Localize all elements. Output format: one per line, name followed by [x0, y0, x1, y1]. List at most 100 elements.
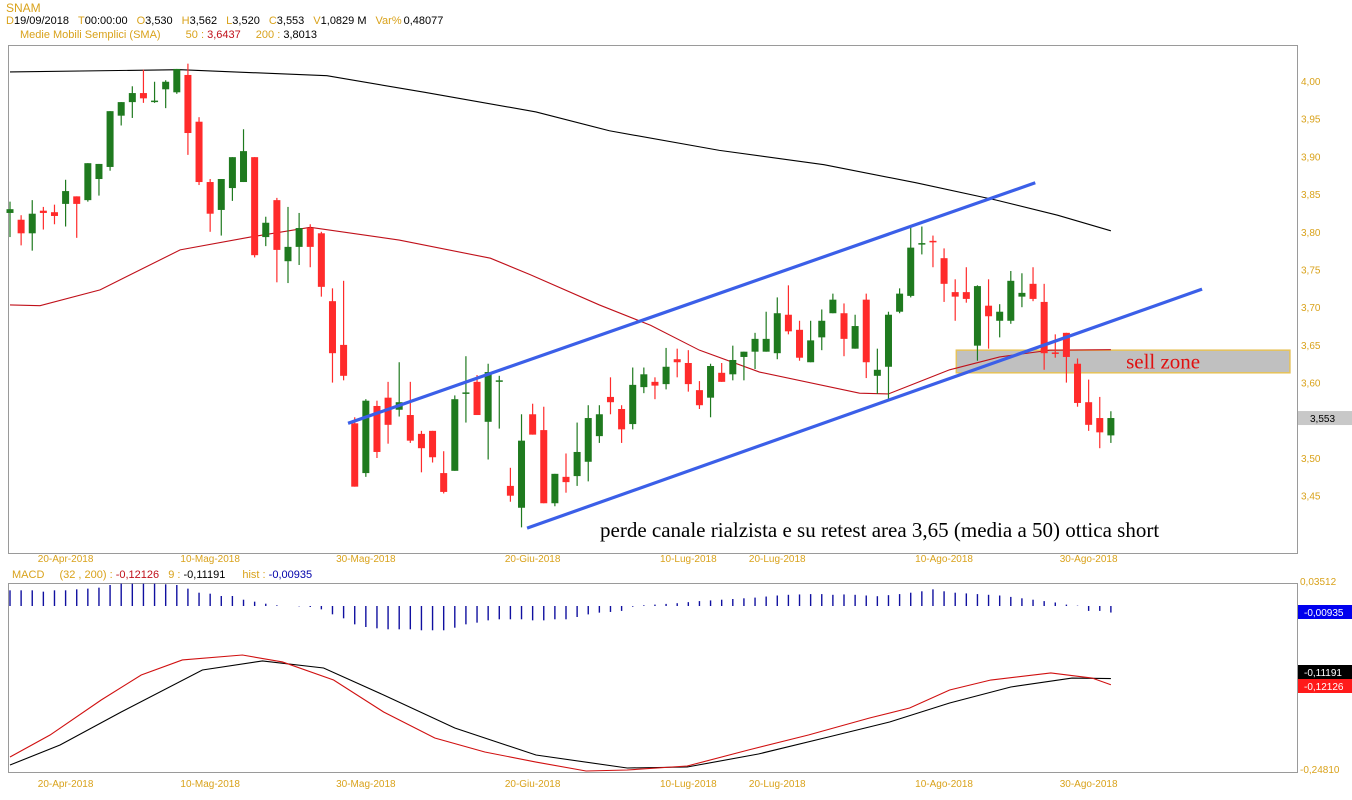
candle-down	[417, 433, 425, 449]
candle-up	[884, 314, 892, 367]
candle-down	[951, 292, 959, 297]
date-tick-label: 20-Apr-2018	[38, 554, 94, 565]
candle-down	[273, 200, 281, 250]
price-tick-label: 3,60	[1301, 379, 1321, 390]
date-tick-label: 10-Mag-2018	[180, 779, 240, 790]
price-tick-label: 3,75	[1301, 266, 1321, 277]
candle-down	[695, 390, 703, 406]
candle-down	[317, 233, 325, 287]
candle-down	[606, 396, 614, 403]
candle-down	[39, 210, 47, 213]
candle-down	[384, 397, 392, 425]
date-tick-label: 20-Giu-2018	[505, 779, 561, 790]
macd-badge-label: -0,11191	[1304, 668, 1342, 679]
date-tick-label: 20-Apr-2018	[38, 779, 94, 790]
candle-down	[940, 258, 948, 284]
macd-signal-line	[9, 660, 1111, 769]
candle-up	[495, 380, 503, 382]
candle-down	[1085, 402, 1093, 425]
candle-down	[50, 212, 58, 216]
candle-down	[796, 329, 804, 358]
candle-down	[73, 196, 81, 204]
field-label: L	[226, 15, 233, 27]
date-tick-label: 10-Mag-2018	[180, 554, 240, 565]
field-value: 19/09/2018	[13, 15, 70, 27]
date-tick-label: 30-Mag-2018	[336, 779, 396, 790]
date-tick-label: 20-Lug-2018	[749, 779, 806, 790]
date-tick-label: 30-Mag-2018	[336, 554, 396, 565]
candle-down	[562, 476, 570, 483]
sell-zone-box	[955, 349, 1291, 374]
candle-down	[1029, 283, 1037, 299]
ohlc-readout: D19/09/2018 T00:00:00 O3,530 H3,562 L3,520 C3…	[6, 15, 452, 27]
candle-up	[773, 313, 781, 354]
candle-down	[1051, 352, 1059, 354]
last-price-label: 3,553	[1310, 414, 1335, 425]
price-tick-label: 3,45	[1301, 492, 1321, 503]
candle-down	[340, 344, 348, 376]
candle-up	[128, 93, 136, 103]
candle-up	[451, 399, 459, 471]
lower-channel-trendline	[526, 287, 1203, 530]
candle-down	[618, 408, 626, 430]
candle-up	[1007, 280, 1015, 321]
hist-value: -0,00935	[268, 569, 313, 581]
date-tick-label: 20-Giu-2018	[505, 554, 561, 565]
sma-legend: Medie Mobili Semplici (SMA) 50 : 3,6437 …	[20, 29, 317, 41]
date-tick-label: 10-Ago-2018	[915, 779, 973, 790]
candle-up	[707, 366, 715, 398]
macd-tick-label: 0,03512	[1300, 577, 1337, 588]
sma200-value: 3,8013	[283, 29, 317, 41]
candle-up	[762, 338, 770, 352]
candle-up	[896, 293, 904, 312]
candle-up	[818, 320, 826, 338]
price-tick-label: 3,85	[1301, 190, 1321, 201]
candle-up	[973, 286, 981, 346]
sell-zone-label: sell zone	[1126, 349, 1200, 373]
sma50-label: 50 :	[185, 29, 205, 41]
candle-up	[362, 400, 370, 474]
candle-up	[751, 338, 759, 352]
candle-down	[440, 473, 448, 492]
price-tick-label: 3,65	[1301, 341, 1321, 352]
candle-up	[6, 209, 14, 213]
candle-up	[918, 243, 926, 245]
price-tick-label: 3,90	[1301, 152, 1321, 163]
signal-label: 9 :	[168, 569, 181, 581]
sma200-label: 200 :	[255, 29, 281, 41]
candle-up	[740, 351, 748, 357]
upper-channel-trendline	[347, 181, 1036, 425]
candle-down	[251, 157, 259, 256]
macd-line	[9, 654, 1112, 772]
candle-up	[551, 473, 559, 504]
candle-down	[840, 313, 848, 339]
candle-up	[95, 163, 103, 180]
price-tick-label: 3,70	[1301, 303, 1321, 314]
candle-down	[206, 182, 214, 214]
field-label: H	[181, 15, 190, 27]
candle-down	[929, 240, 937, 243]
field-value: 00:00:00	[84, 15, 128, 27]
candle-down	[962, 292, 970, 299]
candle-up	[228, 157, 236, 189]
candle-up	[262, 222, 270, 238]
field-label: O	[136, 15, 146, 27]
macd-value-badge	[1298, 605, 1352, 619]
signal-value: -0,11191	[183, 569, 226, 581]
candle-up	[117, 102, 125, 116]
macd-tick-label: -0,24810	[1300, 765, 1340, 776]
date-tick-label: 10-Lug-2018	[660, 554, 717, 565]
candle-up	[151, 100, 159, 103]
sma50-line	[9, 226, 1111, 395]
candle-down	[184, 74, 192, 134]
candle-up	[996, 311, 1004, 321]
field-value: 3,520	[232, 15, 260, 27]
candle-down	[1062, 332, 1070, 357]
macd-value: -0,12126	[115, 569, 160, 581]
price-tick-label: 3,50	[1301, 454, 1321, 465]
sma50-value: 3,6437	[207, 29, 241, 41]
candle-down	[306, 228, 314, 247]
field-value: 3,562	[189, 15, 218, 27]
price-tick-label: 3,80	[1301, 228, 1321, 239]
